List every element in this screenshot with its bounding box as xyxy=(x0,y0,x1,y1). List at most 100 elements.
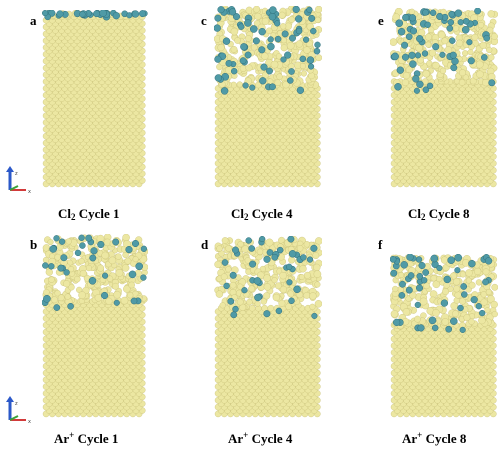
si-atom xyxy=(239,64,247,72)
cl-atom xyxy=(308,63,315,70)
si-atom xyxy=(263,274,271,282)
si-atom xyxy=(427,26,435,34)
cl-atom xyxy=(414,52,422,59)
cl-atom xyxy=(313,47,321,55)
cl-atom xyxy=(229,8,237,16)
si-atom xyxy=(253,6,261,13)
cl-atom xyxy=(467,57,475,65)
panel-letter: b xyxy=(30,237,38,252)
si-atom xyxy=(216,245,223,252)
cl-atom xyxy=(56,10,64,18)
cl-atom xyxy=(63,269,70,276)
cl-atom xyxy=(139,10,146,18)
cl-atom xyxy=(53,304,61,311)
si-atom xyxy=(488,54,495,61)
cl-atom xyxy=(232,13,241,21)
si-atom xyxy=(132,256,139,263)
si-atom xyxy=(477,21,485,29)
cl-atom xyxy=(102,272,109,279)
cl-atom xyxy=(217,6,225,14)
cl-atom xyxy=(245,237,252,244)
si-atom xyxy=(215,290,224,298)
si-atom xyxy=(68,266,75,273)
si-atom xyxy=(229,281,237,289)
cl-atom xyxy=(274,20,281,27)
cl-atom xyxy=(79,242,86,249)
si-atom xyxy=(462,50,469,57)
si-atom xyxy=(78,258,85,265)
cl-atom xyxy=(242,82,249,89)
cl-atom xyxy=(267,42,275,51)
si-atom xyxy=(455,39,464,47)
cl-atom xyxy=(60,254,68,262)
si-atom xyxy=(108,256,117,265)
cl-atom xyxy=(292,6,300,14)
cl-atom xyxy=(237,23,245,30)
cl-atom xyxy=(422,9,429,16)
cl-atom xyxy=(89,254,97,262)
cl-atom xyxy=(244,51,252,59)
cl-atom xyxy=(90,247,98,255)
cl-atom xyxy=(74,249,82,257)
si-atom xyxy=(127,292,134,299)
cl-atom xyxy=(135,262,144,271)
cl-atom xyxy=(457,19,464,26)
si-atom xyxy=(422,70,430,78)
cl-atom xyxy=(306,256,314,263)
si-atom xyxy=(282,81,290,89)
si-atom xyxy=(471,33,479,41)
cl-atom xyxy=(299,55,307,63)
cl-atom xyxy=(128,270,137,279)
cl-atom xyxy=(281,30,289,38)
cl-atom xyxy=(289,34,296,42)
si-atom xyxy=(309,292,317,300)
cl-atom xyxy=(49,245,57,253)
cl-atom xyxy=(446,25,454,32)
cl-atom xyxy=(306,56,315,64)
cl-atom xyxy=(253,277,262,285)
silicon-lattice xyxy=(390,78,497,188)
si-atom xyxy=(57,294,65,302)
si-atom xyxy=(256,248,264,255)
si-atom xyxy=(94,294,103,302)
si-atom xyxy=(279,271,287,280)
si-atom xyxy=(279,285,288,294)
si-atom xyxy=(441,37,449,45)
si-atom xyxy=(280,37,287,44)
si-atom xyxy=(257,271,265,280)
cl-atom xyxy=(409,60,417,68)
cl-atom xyxy=(222,37,231,45)
cl-atom xyxy=(214,14,222,22)
si-atom xyxy=(45,268,53,276)
si-atom xyxy=(491,33,498,40)
silicon-lattice xyxy=(214,81,321,188)
cl-atom xyxy=(214,74,222,82)
si-atom xyxy=(425,41,432,48)
cl-atom xyxy=(466,39,473,46)
si-atom xyxy=(295,40,303,48)
si-atom xyxy=(263,283,272,291)
cl-atom xyxy=(131,239,140,248)
si-atom xyxy=(65,238,72,245)
panel-letter: a xyxy=(30,13,37,28)
cl-atom xyxy=(140,245,148,252)
si-atom xyxy=(303,46,311,54)
cl-atom xyxy=(303,36,310,43)
si-atom xyxy=(315,237,322,245)
si-atom xyxy=(276,73,283,80)
cl-atom xyxy=(230,67,238,75)
si-atom xyxy=(261,17,270,26)
si-atom xyxy=(437,31,446,39)
cl-atom xyxy=(449,51,457,59)
cl-atom xyxy=(258,27,266,36)
cl-atom xyxy=(267,36,274,43)
cl-atom xyxy=(249,260,257,268)
si-atom xyxy=(432,61,440,70)
si-atom xyxy=(63,280,71,288)
cl-atom xyxy=(254,293,262,302)
cl-atom xyxy=(421,50,429,57)
cl-atom xyxy=(239,57,247,64)
cl-atom xyxy=(454,9,463,17)
cl-atom xyxy=(229,271,237,279)
si-atom xyxy=(122,234,130,242)
